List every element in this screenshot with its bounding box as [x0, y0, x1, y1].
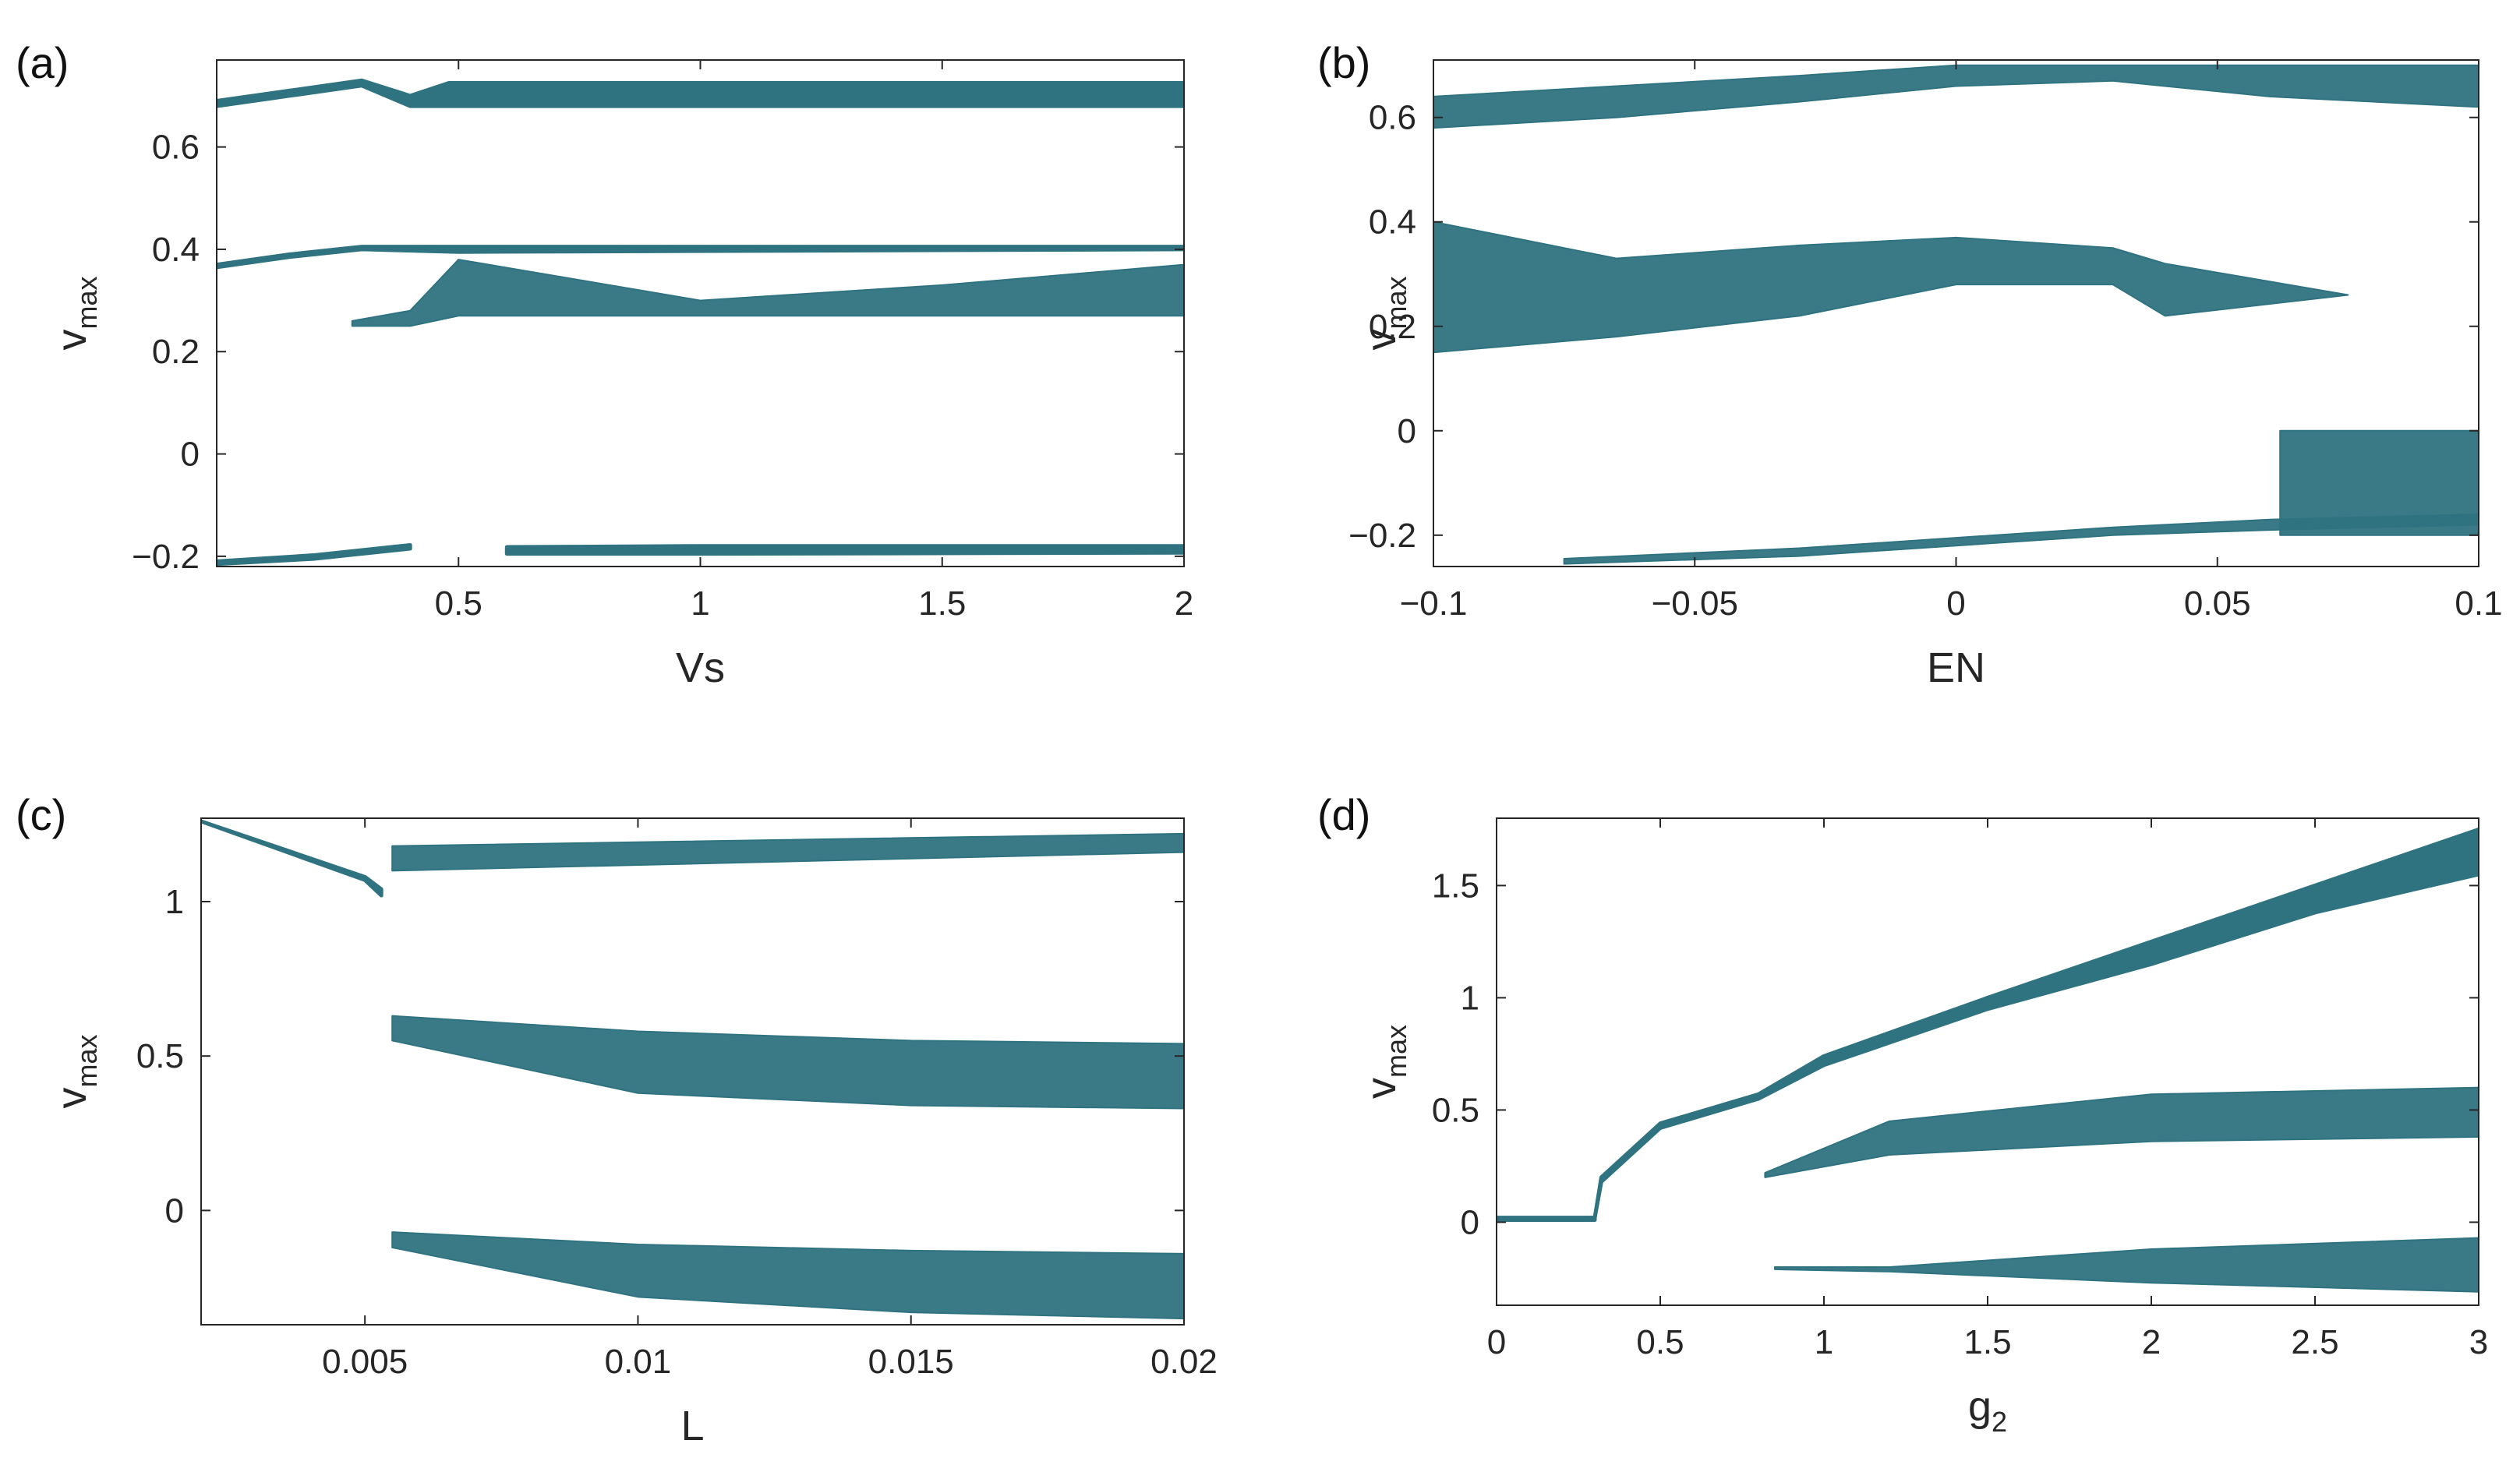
data-layer — [217, 78, 1184, 567]
x-tick-label: 0.05 — [2184, 584, 2251, 623]
data-layer — [1497, 827, 2479, 1293]
series-upper-band — [1433, 64, 2479, 129]
series-upper-branch — [201, 819, 383, 898]
y-tick-label: 0.6 — [152, 129, 200, 167]
series-lower-band — [1774, 1237, 2479, 1293]
y-tick-label: 0 — [1398, 412, 1416, 450]
y-tick-label: −0.2 — [1348, 517, 1416, 555]
x-tick-label: 0.015 — [868, 1343, 954, 1381]
x-tick-label: 0.02 — [1150, 1343, 1218, 1381]
series-middle-band — [391, 1015, 1184, 1110]
data-layer — [201, 819, 1184, 1320]
x-tick-label: 0 — [1946, 584, 1965, 623]
panel-label: (b) — [1317, 38, 1370, 87]
x-tick-label: 1.5 — [1963, 1323, 2011, 1361]
panel-b: −0.1 −0.05 0 0.05 0.1 −0.2 0 0.2 0.4 0.6 EN vmax (b) — [1317, 38, 2503, 691]
series-lower-branch — [217, 542, 412, 567]
x-tick-label: 2 — [2142, 1323, 2161, 1361]
x-axis-title: EN — [1927, 644, 1985, 691]
x-tick-label: 0 — [1487, 1323, 1506, 1361]
panel-d: 0 0.5 1 1.5 2 2.5 3 0 0.5 1 1.5 g2 vmax (d) — [1317, 790, 2488, 1438]
y-axis-title-subscript: max — [71, 1034, 103, 1087]
series-middle-band — [1764, 1086, 2479, 1178]
y-tick-label: 0.5 — [136, 1037, 184, 1075]
x-tick-label: 1 — [691, 584, 709, 623]
y-tick-label: 0.6 — [1369, 99, 1416, 137]
series-lower-band — [391, 1231, 1184, 1320]
x-tick-label: 1 — [1815, 1323, 1833, 1361]
y-axis-title: vmax — [48, 276, 103, 350]
x-tick-label: −0.05 — [1652, 584, 1738, 623]
x-axis-title: L — [680, 1403, 704, 1449]
x-axis-title: Vs — [676, 644, 725, 691]
series-middle-branch — [217, 245, 1184, 270]
panel-label: (d) — [1317, 790, 1370, 839]
x-axis-title: g2 — [1968, 1383, 2007, 1438]
y-axis-title: vmax — [48, 1034, 103, 1108]
y-axis-title-subscript: max — [1380, 276, 1412, 329]
x-tick-label: 0.1 — [2455, 584, 2502, 623]
x-axis-title-subscript: 2 — [1992, 1406, 2007, 1438]
x-tick-label: 2 — [1175, 584, 1193, 623]
x-tick-label: −0.1 — [1400, 584, 1468, 623]
y-tick-label: 0.2 — [1369, 308, 1416, 346]
y-tick-label: 0 — [181, 436, 200, 474]
series-middle-band — [1433, 221, 2349, 354]
y-axis-title-subscript: max — [1380, 1025, 1412, 1078]
panel-label: (a) — [16, 38, 69, 87]
y-tick-label: 0 — [1461, 1203, 1479, 1241]
x-tick-label: 0.5 — [1636, 1323, 1684, 1361]
x-tick-label: 0.01 — [605, 1343, 672, 1381]
panel-label: (c) — [16, 790, 66, 839]
y-tick-label: 0 — [165, 1191, 184, 1230]
y-tick-label: −0.2 — [132, 538, 200, 576]
y-tick-label: 0.2 — [152, 333, 200, 371]
x-tick-label: 1.5 — [918, 584, 966, 623]
plot-frame — [200, 817, 1185, 1326]
series-lower-branch-2 — [504, 544, 1184, 556]
x-tick-label: 0.005 — [322, 1343, 408, 1381]
y-tick-label: 0.4 — [152, 231, 200, 269]
x-tick-label: 3 — [2469, 1323, 2488, 1361]
series-right-chaotic — [2279, 429, 2479, 536]
series-chaotic-band — [351, 259, 1184, 327]
data-layer — [1433, 64, 2479, 565]
series-lower-branch — [1563, 513, 2479, 565]
y-axis-title: vmax — [1358, 276, 1412, 350]
y-tick-label: 0.4 — [1369, 203, 1416, 242]
y-axis-title-subscript: max — [71, 276, 103, 329]
y-tick-label: 1.5 — [1432, 867, 1479, 905]
y-tick-label: 1 — [165, 883, 184, 921]
x-tick-label: 2.5 — [2291, 1323, 2338, 1361]
x-tick-label: 0.5 — [435, 584, 482, 623]
series-upper-branch — [217, 78, 1184, 108]
y-tick-label: 0.5 — [1432, 1091, 1479, 1129]
panel-a: 0.5 1 1.5 2 −0.2 0 0.2 0.4 0.6 Vs vmax (a) — [16, 38, 1193, 691]
series-flat-branch — [1497, 1216, 1597, 1223]
series-upper-segments — [391, 832, 1184, 872]
y-tick-label: 1 — [1461, 979, 1479, 1017]
y-axis-title: vmax — [1358, 1025, 1412, 1099]
series-rising-branch — [1592, 827, 2479, 1220]
